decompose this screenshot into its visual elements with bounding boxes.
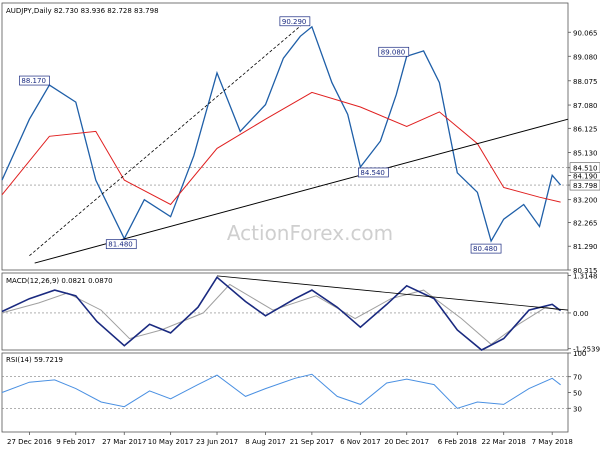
price-y-tick-label: 84.190 xyxy=(573,173,598,181)
price-y-tick-label: 82.265 xyxy=(573,219,598,227)
rsi-line xyxy=(1,373,561,409)
price-annotation-label: 88.170 xyxy=(21,77,46,85)
price-panel-title: AUDJPY,Daily 82.730 83.936 82.728 83.798 xyxy=(6,7,159,15)
price-annotation-label: 90.290 xyxy=(282,18,307,26)
price-y-tick-label: 83.798 xyxy=(573,182,598,190)
x-axis-tick-label: 21 Sep 2017 xyxy=(290,438,334,446)
macd-y-tick-label: 0.00 xyxy=(573,310,589,318)
watermark-text: ActionForex.com xyxy=(227,221,393,245)
x-axis-tick-label: 10 May 2017 xyxy=(148,438,194,446)
x-axis-tick-label: 23 Jun 2017 xyxy=(196,438,238,446)
price-level-box xyxy=(569,162,600,174)
macd-line xyxy=(1,276,562,351)
rsi-y-tick-label: 30 xyxy=(573,405,582,413)
price-panel-frame xyxy=(1,2,569,271)
rsi-panel-title: RSI(14) 59.7219 xyxy=(6,356,63,364)
price-annotation-box xyxy=(378,46,410,57)
moving-average-line xyxy=(1,91,561,206)
price-y-tick-label: 80.315 xyxy=(573,267,598,275)
x-axis-tick-label: 20 Dec 2017 xyxy=(384,438,429,446)
macd-signal-line xyxy=(1,283,561,345)
x-axis-tick-label: 6 Nov 2017 xyxy=(340,438,380,446)
price-y-tick-label: 83.200 xyxy=(573,197,598,205)
price-y-tick-label: 88.075 xyxy=(573,78,598,86)
support-trend-line xyxy=(34,118,569,264)
price-annotation-box xyxy=(19,75,50,86)
x-axis-tick-label: 7 May 2018 xyxy=(532,438,573,446)
x-axis-tick-label: 8 Aug 2017 xyxy=(245,438,285,446)
x-axis-tick-label: 27 Dec 2016 xyxy=(7,438,52,446)
price-annotation-label: 89.080 xyxy=(381,48,406,56)
price-annotation-box xyxy=(470,243,502,254)
price-annotation-label: 84.540 xyxy=(360,169,385,177)
x-axis-tick-label: 6 Feb 2018 xyxy=(438,438,477,446)
price-y-tick-label: 87.080 xyxy=(573,102,598,110)
price-y-tick-label: 85.130 xyxy=(573,150,598,158)
price-annotation-label: 81.480 xyxy=(108,241,133,249)
x-axis-tick-label: 9 Feb 2017 xyxy=(56,438,95,446)
rsi-y-tick-label: 100 xyxy=(573,350,586,358)
price-y-tick-label: 89.080 xyxy=(573,53,598,61)
rsi-y-tick-label: 70 xyxy=(573,374,582,382)
price-y-tick-label: 81.290 xyxy=(573,243,598,251)
x-axis-tick-label: 27 Mar 2017 xyxy=(102,438,146,446)
price-y-tick-label: 86.125 xyxy=(573,125,598,133)
macd-y-tick-label: -1.2539 xyxy=(573,346,600,354)
price-annotation-label: 80.480 xyxy=(473,245,498,253)
x-axis-tick-label: 22 Mar 2018 xyxy=(482,438,526,446)
macd-trend-line xyxy=(216,275,569,311)
rsi-y-tick-label: 50 xyxy=(573,390,582,398)
price-level-box xyxy=(569,179,600,191)
price-annotation-box xyxy=(358,167,389,178)
price-y-tick-label: 90.065 xyxy=(573,29,598,37)
price-annotation-box xyxy=(279,16,311,27)
macd-y-tick-label: 1.3148 xyxy=(573,272,598,280)
price-annotation-box xyxy=(105,239,137,250)
price-y-tick-label: 84.510 xyxy=(573,165,598,173)
channel-trend-line xyxy=(29,21,306,257)
macd-panel-title: MACD(12,26,9) 0.0821 0.0870 xyxy=(6,277,113,285)
